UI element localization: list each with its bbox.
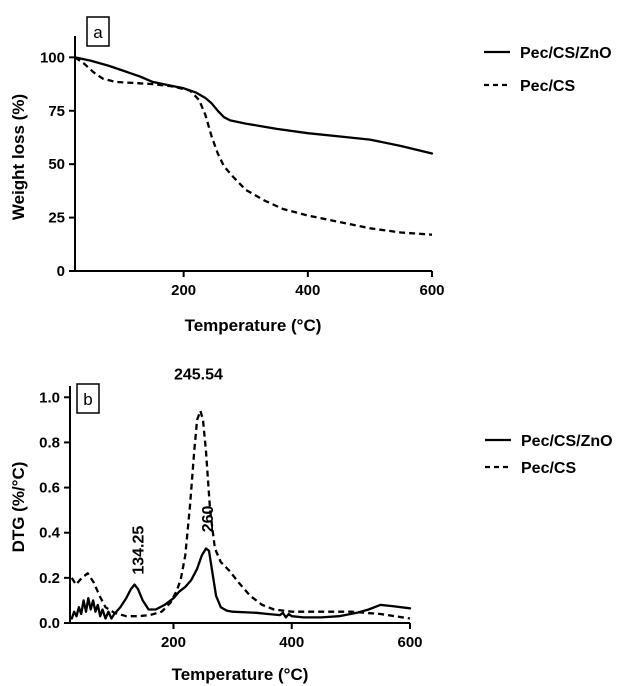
chart-a-x-ticks: 200 400 600 xyxy=(171,271,445,299)
chart-b-annotation-260: 260 xyxy=(200,505,217,532)
chart-a-series-pec-cs-zno-line xyxy=(73,56,434,155)
chart-b-x-tick-label-600: 600 xyxy=(397,634,422,651)
chart-b: b 0.0 0.2 0.4 0.6 0.8 1.0 200 400 600 245.54 260… xyxy=(9,366,613,684)
chart-b-panel-label: b xyxy=(76,383,100,414)
chart-b-legend: Pec/CS/ZnO Pec/CS xyxy=(485,433,613,477)
chart-b-legend-label-pec-cs: Pec/CS xyxy=(521,460,576,477)
chart-a-y-tick-label-0: 0 xyxy=(57,263,65,280)
chart-b-marks xyxy=(70,409,412,620)
chart-a-y-tick-label-50: 50 xyxy=(48,156,65,173)
chart-b-x-ticks: 200 400 600 xyxy=(161,623,423,651)
chart-a-panel-label-text: a xyxy=(93,23,103,42)
chart-b-y-tick-label-0.6: 0.6 xyxy=(39,480,60,497)
chart-b-panel-label-text: b xyxy=(83,390,92,409)
chart-b-y-ticks: 0.0 0.2 0.4 0.6 0.8 1.0 xyxy=(39,389,70,632)
chart-a-series-pec-cs-line xyxy=(74,56,433,236)
chart-a-panel-label: a xyxy=(86,16,110,47)
chart-b-y-tick-label-0: 0.0 xyxy=(39,615,60,632)
chart-b-series-pec-cs-line xyxy=(70,409,411,620)
chart-a-legend-label-pec-cs-zno: Pec/CS/ZnO xyxy=(520,45,612,62)
chart-a: a 0 25 50 75 100 200 400 600 Weight loss (%) T… xyxy=(9,16,612,335)
chart-b-annotation-245-54: 245.54 xyxy=(174,366,223,383)
chart-b-x-tick-label-400: 400 xyxy=(279,634,304,651)
chart-b-y-tick-label-0.4: 0.4 xyxy=(39,525,61,542)
chart-b-y-axis-title: DTG (%/°C) xyxy=(9,462,28,553)
chart-b-y-tick-label-0.2: 0.2 xyxy=(39,570,60,587)
chart-a-legend: Pec/CS/ZnO Pec/CS xyxy=(484,45,612,95)
chart-b-annotation-134-25: 134.25 xyxy=(131,526,148,575)
chart-a-y-tick-label-75: 75 xyxy=(48,103,65,120)
chart-b-annotations: 245.54 260 134.25 xyxy=(131,366,223,574)
chart-b-y-tick-label-1: 1.0 xyxy=(39,389,60,406)
chart-b-legend-label-pec-cs-zno: Pec/CS/ZnO xyxy=(521,433,613,450)
chart-b-x-axis-title: Temperature (°C) xyxy=(172,665,309,684)
chart-a-y-tick-label-25: 25 xyxy=(48,210,65,227)
chart-a-y-axis-title: Weight loss (%) xyxy=(9,94,28,220)
chart-a-x-tick-label-200: 200 xyxy=(171,282,196,299)
chart-a-legend-label-pec-cs: Pec/CS xyxy=(520,78,575,95)
chart-b-series-pec-cs-zno-line xyxy=(70,547,412,620)
chart-a-y-tick-label-100: 100 xyxy=(40,49,65,66)
chart-a-x-axis-title: Temperature (°C) xyxy=(185,316,322,335)
chart-a-x-tick-label-400: 400 xyxy=(295,282,320,299)
chart-b-y-tick-label-0.8: 0.8 xyxy=(39,434,60,451)
chart-a-y-ticks: 0 25 50 75 100 xyxy=(40,49,75,280)
chart-a-x-tick-label-600: 600 xyxy=(419,282,444,299)
chart-a-marks xyxy=(73,56,434,236)
chart-b-x-tick-label-200: 200 xyxy=(161,634,186,651)
